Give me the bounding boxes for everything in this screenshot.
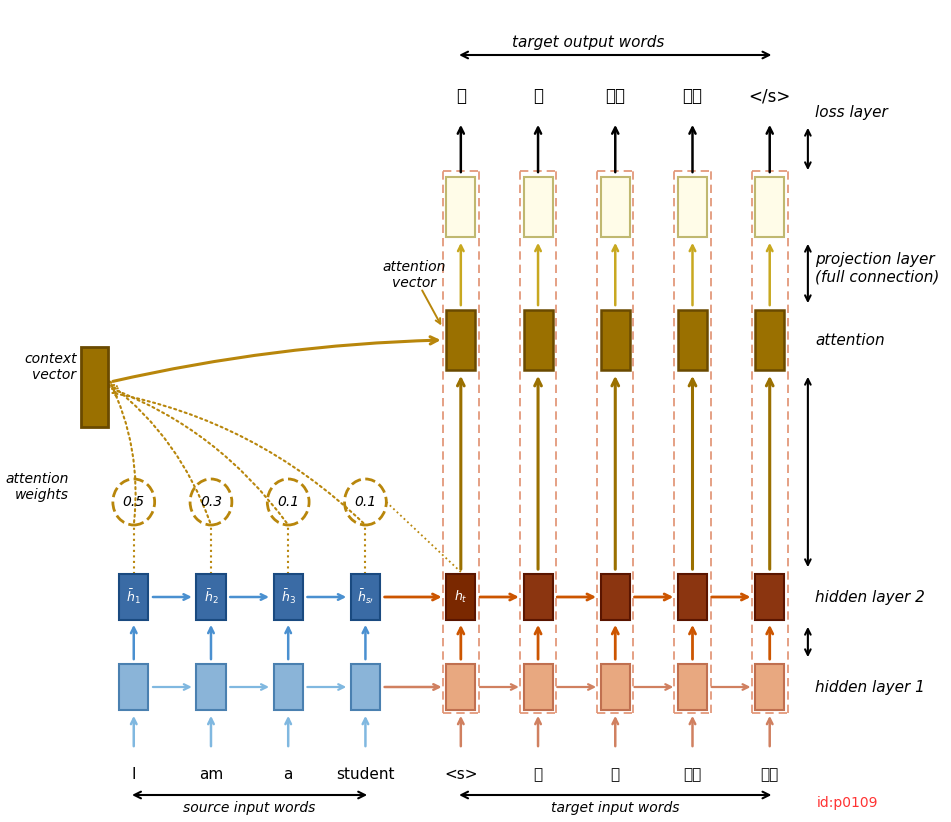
FancyBboxPatch shape — [601, 310, 630, 370]
FancyBboxPatch shape — [81, 347, 108, 427]
FancyBboxPatch shape — [523, 310, 553, 370]
FancyBboxPatch shape — [351, 574, 380, 620]
Text: <s>: <s> — [444, 767, 477, 782]
Text: 一个: 一个 — [684, 767, 702, 782]
Text: id:p0109: id:p0109 — [817, 796, 879, 810]
FancyBboxPatch shape — [197, 574, 225, 620]
Text: 一个: 一个 — [605, 87, 625, 105]
FancyBboxPatch shape — [601, 664, 630, 710]
Text: 学生: 学生 — [761, 767, 779, 782]
Text: hidden layer 1: hidden layer 1 — [815, 680, 925, 695]
Text: </s>: </s> — [748, 87, 791, 105]
Text: a: a — [283, 767, 293, 782]
Text: 是: 是 — [611, 767, 620, 782]
Text: $\bar{h}_2$: $\bar{h}_2$ — [204, 588, 219, 607]
FancyBboxPatch shape — [119, 574, 148, 620]
Text: $\bar{h}_3$: $\bar{h}_3$ — [281, 588, 296, 607]
FancyBboxPatch shape — [446, 310, 476, 370]
FancyBboxPatch shape — [755, 574, 785, 620]
Text: am: am — [199, 767, 223, 782]
FancyBboxPatch shape — [274, 664, 302, 710]
FancyBboxPatch shape — [678, 310, 707, 370]
Text: attention
weights: attention weights — [6, 472, 69, 502]
FancyBboxPatch shape — [678, 177, 707, 237]
Text: 0.1: 0.1 — [355, 495, 377, 509]
Text: 学生: 学生 — [683, 87, 703, 105]
FancyBboxPatch shape — [755, 177, 785, 237]
Text: student: student — [336, 767, 395, 782]
FancyBboxPatch shape — [446, 664, 476, 710]
FancyBboxPatch shape — [351, 664, 380, 710]
FancyBboxPatch shape — [601, 177, 630, 237]
FancyBboxPatch shape — [274, 574, 302, 620]
Text: target input words: target input words — [551, 801, 680, 815]
Text: 我: 我 — [456, 87, 466, 105]
FancyBboxPatch shape — [523, 664, 553, 710]
Text: 0.1: 0.1 — [277, 495, 300, 509]
FancyBboxPatch shape — [755, 664, 785, 710]
FancyBboxPatch shape — [523, 574, 553, 620]
Text: 0.3: 0.3 — [200, 495, 222, 509]
Text: $\bar{h}_1$: $\bar{h}_1$ — [126, 588, 141, 607]
Text: I: I — [131, 767, 136, 782]
Text: 0.5: 0.5 — [123, 495, 145, 509]
Text: projection layer
(full connection): projection layer (full connection) — [815, 252, 940, 284]
Text: $h_t$: $h_t$ — [454, 589, 468, 605]
FancyBboxPatch shape — [678, 664, 707, 710]
FancyBboxPatch shape — [755, 310, 785, 370]
Text: attention: attention — [815, 333, 884, 348]
Text: context
vector: context vector — [24, 352, 76, 382]
FancyBboxPatch shape — [523, 177, 553, 237]
Text: hidden layer 2: hidden layer 2 — [815, 589, 925, 604]
FancyBboxPatch shape — [678, 574, 707, 620]
Text: target output words: target output words — [512, 35, 664, 50]
FancyBboxPatch shape — [601, 574, 630, 620]
FancyBboxPatch shape — [446, 177, 476, 237]
Text: loss layer: loss layer — [815, 104, 888, 119]
Text: $\bar{h}_{s\prime}$: $\bar{h}_{s\prime}$ — [357, 588, 374, 607]
Text: source input words: source input words — [184, 801, 316, 815]
Text: 是: 是 — [534, 87, 543, 105]
Text: 我: 我 — [534, 767, 543, 782]
Text: attention
vector: attention vector — [383, 260, 446, 290]
FancyBboxPatch shape — [197, 664, 225, 710]
FancyBboxPatch shape — [446, 574, 476, 620]
FancyBboxPatch shape — [119, 664, 148, 710]
